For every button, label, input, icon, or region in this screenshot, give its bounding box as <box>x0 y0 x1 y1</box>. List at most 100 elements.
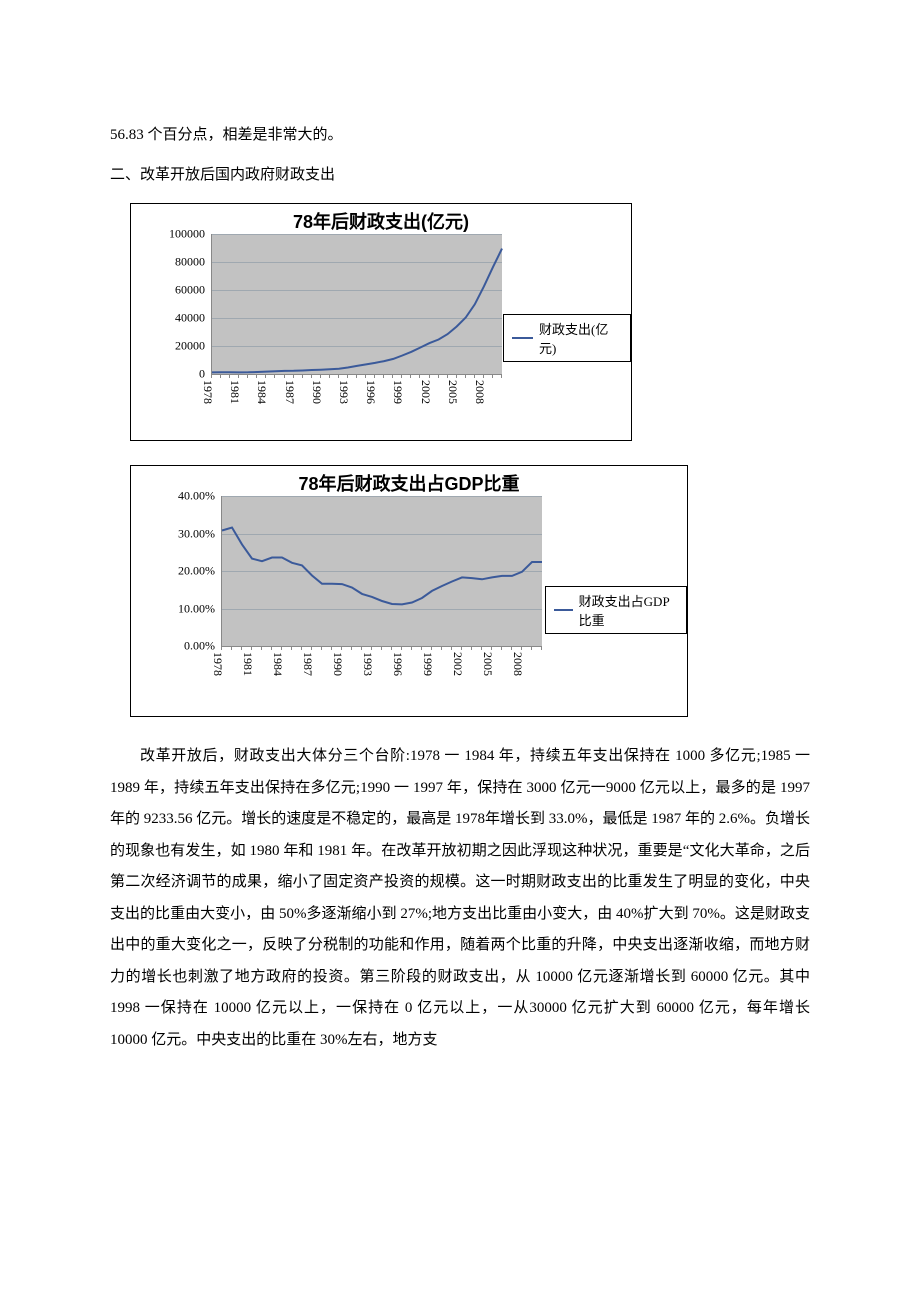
x-tick <box>381 646 382 650</box>
plot-area <box>211 234 502 375</box>
x-tick <box>274 374 275 378</box>
x-tick <box>447 374 448 378</box>
y-axis-label: 0 <box>131 367 205 382</box>
x-axis-label: 1999 <box>390 380 405 404</box>
x-axis-label: 2005 <box>480 652 495 676</box>
x-tick <box>301 646 302 650</box>
x-tick <box>461 646 462 650</box>
x-tick <box>465 374 466 378</box>
x-tick <box>401 374 402 378</box>
x-axis-label: 1981 <box>240 652 255 676</box>
x-tick <box>491 646 492 650</box>
x-tick <box>501 374 502 378</box>
x-tick <box>238 374 239 378</box>
x-tick <box>247 374 248 378</box>
x-tick <box>371 646 372 650</box>
body-paragraph: 改革开放后，财政支出大体分三个台阶:1978 一 1984 年，持续五年支出保持… <box>110 741 810 1056</box>
legend: 财政支出(亿元) <box>503 314 631 362</box>
x-axis-label: 1981 <box>227 380 242 404</box>
x-tick <box>284 374 285 378</box>
section-heading: 二、改革开放后国内政府财政支出 <box>110 160 810 192</box>
x-axis-label: 1987 <box>282 380 297 404</box>
x-tick <box>271 646 272 650</box>
x-tick <box>511 646 512 650</box>
y-axis-label: 60000 <box>131 283 205 298</box>
x-tick <box>374 374 375 378</box>
x-axis-label: 1990 <box>309 380 324 404</box>
x-tick <box>401 646 402 650</box>
chart-2-body: 0.00%10.00%20.00%30.00%40.00%19781981198… <box>131 496 687 708</box>
x-tick <box>383 374 384 378</box>
document-page: 56.83 个百分点，相差是非常大的。 二、改革开放后国内政府财政支出 78年后… <box>0 0 920 1144</box>
x-tick <box>231 646 232 650</box>
legend-label: 财政支出(亿元) <box>539 319 622 357</box>
x-tick <box>361 646 362 650</box>
x-tick <box>331 646 332 650</box>
x-tick <box>365 374 366 378</box>
series-line <box>212 234 502 374</box>
y-axis-label: 100000 <box>131 227 205 242</box>
x-tick <box>211 374 212 378</box>
x-axis-label: 1993 <box>336 380 351 404</box>
x-tick <box>356 374 357 378</box>
x-axis-label: 1996 <box>390 652 405 676</box>
x-tick <box>492 374 493 378</box>
chart-2: 78年后财政支出占GDP比重 0.00%10.00%20.00%30.00%40… <box>130 465 688 717</box>
x-tick <box>481 646 482 650</box>
x-tick <box>311 646 312 650</box>
x-axis-label: 1984 <box>270 652 285 676</box>
legend-swatch <box>512 337 533 339</box>
x-tick <box>391 646 392 650</box>
y-axis-label: 30.00% <box>131 526 215 541</box>
y-axis-label: 80000 <box>131 255 205 270</box>
x-tick <box>456 374 457 378</box>
x-axis-label: 2002 <box>418 380 433 404</box>
legend: 财政支出占GDP比重 <box>545 586 687 634</box>
chart-1-container: 78年后财政支出(亿元) 020000400006000080000100000… <box>130 203 810 441</box>
x-tick <box>411 646 412 650</box>
x-tick <box>421 646 422 650</box>
x-tick <box>321 646 322 650</box>
legend-swatch <box>554 609 573 611</box>
x-tick <box>256 374 257 378</box>
y-axis-label: 40000 <box>131 311 205 326</box>
x-tick <box>483 374 484 378</box>
x-tick <box>338 374 339 378</box>
y-axis-label: 0.00% <box>131 639 215 654</box>
x-axis-label: 1987 <box>300 652 315 676</box>
x-tick <box>261 646 262 650</box>
x-axis-label: 1978 <box>200 380 215 404</box>
x-axis-label: 2008 <box>472 380 487 404</box>
x-tick <box>320 374 321 378</box>
x-tick <box>311 374 312 378</box>
x-tick <box>392 374 393 378</box>
top-fragment: 56.83 个百分点，相差是非常大的。 <box>110 120 810 152</box>
x-tick <box>471 646 472 650</box>
x-tick <box>291 646 292 650</box>
x-axis-label: 1993 <box>360 652 375 676</box>
x-tick <box>251 646 252 650</box>
x-tick <box>410 374 411 378</box>
x-tick <box>541 646 542 650</box>
x-tick <box>451 646 452 650</box>
x-tick <box>281 646 282 650</box>
chart-1-body: 0200004000060000800001000001978198119841… <box>131 234 631 434</box>
x-axis-label: 2005 <box>445 380 460 404</box>
x-tick <box>302 374 303 378</box>
x-axis-label: 2008 <box>510 652 525 676</box>
x-axis-label: 1984 <box>254 380 269 404</box>
chart-1: 78年后财政支出(亿元) 020000400006000080000100000… <box>130 203 632 441</box>
x-tick <box>351 646 352 650</box>
x-tick <box>474 374 475 378</box>
x-tick <box>329 374 330 378</box>
plot-area <box>221 496 542 647</box>
y-axis-label: 10.00% <box>131 601 215 616</box>
x-tick <box>347 374 348 378</box>
chart-1-title: 78年后财政支出(亿元) <box>131 204 631 234</box>
x-axis-label: 2002 <box>450 652 465 676</box>
legend-label: 财政支出占GDP比重 <box>579 591 678 629</box>
x-tick <box>341 646 342 650</box>
x-tick <box>429 374 430 378</box>
x-tick <box>419 374 420 378</box>
x-tick <box>501 646 502 650</box>
